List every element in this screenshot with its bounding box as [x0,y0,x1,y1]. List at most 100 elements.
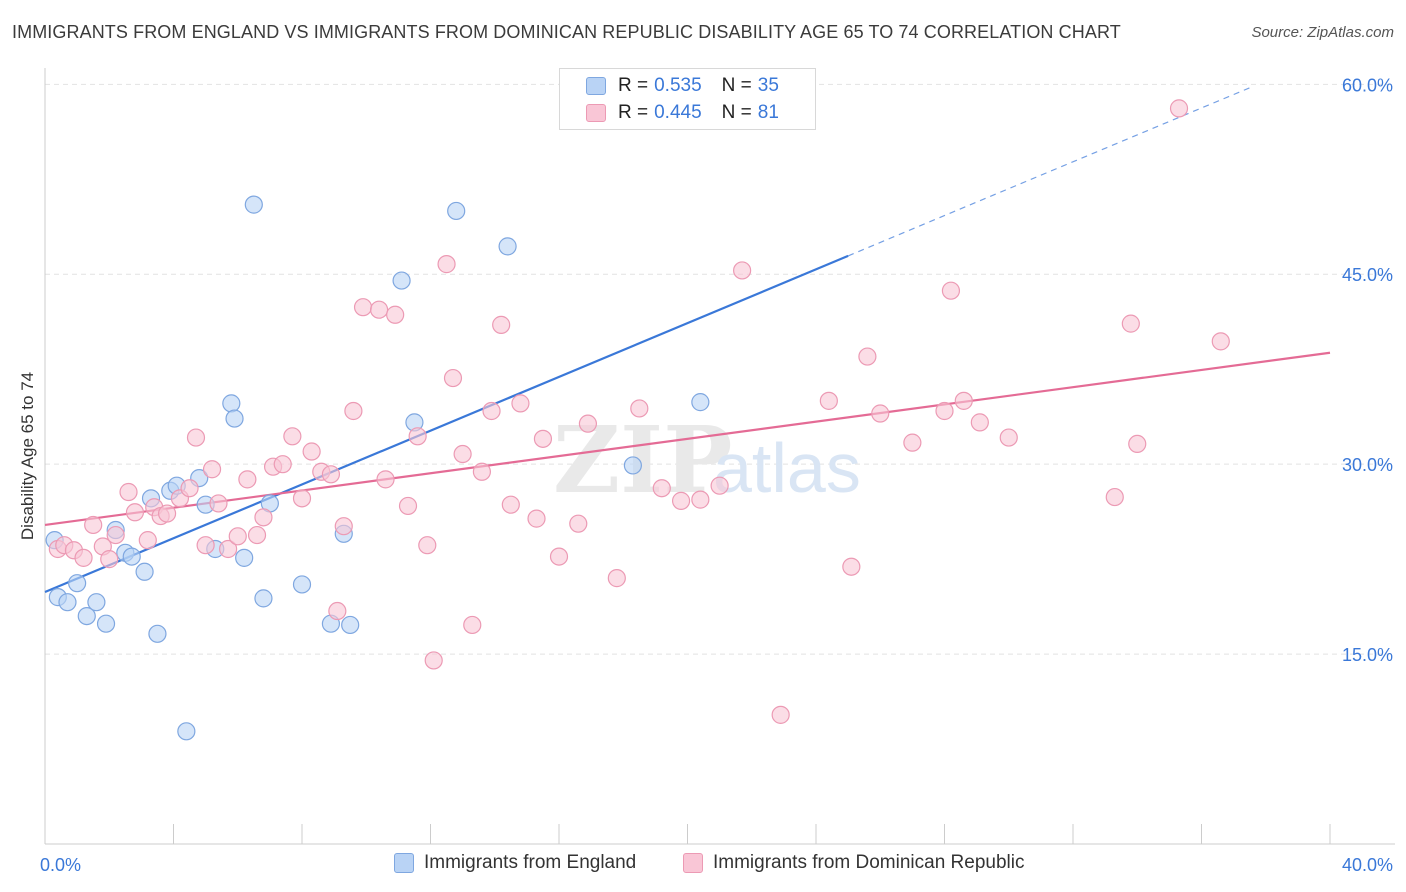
dominican-point [334,517,353,536]
legend-r-label: R = [618,102,649,123]
legend-item-dominican[interactable]: Immigrants from Dominican Republic [683,852,1025,874]
dominican-point [328,601,347,621]
dominican-point [196,536,215,555]
legend-item-england[interactable]: Immigrants from England [394,852,636,874]
dominican-point [228,527,247,546]
england-point [77,606,96,626]
y-tick-label: 45.0% [1342,265,1393,285]
legend-swatch-dominican [683,853,703,873]
dominican-point [1211,332,1230,351]
england-point [244,195,263,214]
dominican-point [733,261,752,280]
england-point [96,614,116,633]
dominican-point [424,651,443,670]
dominican-point [321,465,341,484]
dominican-point [353,298,373,317]
dominican-point [219,539,238,559]
england-point [392,271,411,290]
dominican-point [771,705,790,724]
dominican-point [398,496,418,516]
dominican-point [247,525,267,545]
legend-label-england: Immigrants from England [424,852,637,873]
correlation-legend: R = 0.535 N = 35 R = 0.445 N = 81 [559,68,816,130]
england-trend-line [44,254,849,594]
dominican-point [954,391,973,410]
dominican-point [209,494,228,513]
dominican-point [453,444,472,464]
trend-lines [44,85,1331,594]
dominican-point [710,476,729,495]
dominican-point [691,490,710,509]
dominican-point [202,460,222,479]
dominican-point [970,413,989,432]
legend-row-dominican: R = 0.445 N = 81 [586,100,779,126]
legend-n-label: N = [721,102,752,123]
dominican-point [1105,487,1124,507]
data-points [45,99,1230,741]
dominican-point [443,368,463,388]
legend-swatch-england [394,853,414,873]
watermark-atlas: atlas [713,429,861,507]
dominican-point [999,428,1018,447]
dominican-point [607,569,626,588]
legend-swatch-england [586,77,606,95]
legend-row-england: R = 0.535 N = 35 [586,73,779,99]
x-tick-label: 0.0% [40,855,81,875]
england-point [254,589,273,608]
dominican-point [533,429,553,448]
tick-labels: 15.0% 30.0% 45.0% 60.0% 0.0% 40.0% Disability … [18,75,1393,875]
dominican-point [549,547,569,566]
dominican-point [842,557,861,576]
legend-r-value-england: 0.535 [654,75,702,96]
dominican-point [1121,314,1140,333]
england-point [691,393,710,412]
england-trend-extension [847,85,1254,257]
dominican-point [344,401,363,421]
dominican-point [418,536,437,555]
dominican-point [254,508,273,527]
dominican-point [119,482,138,502]
england-point [87,593,106,612]
dominican-point [482,401,501,421]
england-point [292,575,312,594]
legend-swatch-dominican [586,104,606,122]
dominican-point [652,479,671,498]
dominican-point [376,470,395,489]
chart-title: IMMIGRANTS FROM ENGLAND VS IMMIGRANTS FR… [12,22,1121,42]
dominican-point [180,479,199,498]
x-tick-label: 40.0% [1342,855,1393,875]
dominican-point [671,491,691,510]
england-point [177,722,196,741]
dominican-point [527,509,546,528]
legend-n-value-dominican: 81 [757,102,779,123]
dominican-point [408,427,427,446]
england-point [58,593,77,612]
dominican-point [941,281,961,300]
legend-n-value-england: 35 [757,75,779,96]
dominican-point [1169,99,1189,118]
dominican-point [292,489,312,508]
dominican-point [84,515,103,535]
y-tick-label: 30.0% [1342,455,1393,475]
dominican-point [125,503,145,522]
legend-r-value-dominican: 0.445 [654,102,702,123]
dominican-point [1128,434,1147,454]
dominican-point [858,347,877,366]
dominican-point [463,615,482,635]
dominican-point [186,428,206,447]
england-point [447,201,466,221]
england-point [122,547,141,566]
england-point [235,548,254,567]
legend-label-dominican: Immigrants from Dominican Republic [713,852,1025,873]
england-point [623,456,642,475]
dominican-point [501,495,520,514]
dominican-point [106,525,125,545]
dominican-point [492,315,511,334]
england-point [341,615,360,635]
y-axis-label: Disability Age 65 to 74 [18,372,37,540]
dominican-point [871,404,890,423]
dominican-point [157,504,177,523]
england-point [222,394,241,413]
y-tick-label: 15.0% [1342,645,1393,665]
dominican-point [903,433,922,452]
